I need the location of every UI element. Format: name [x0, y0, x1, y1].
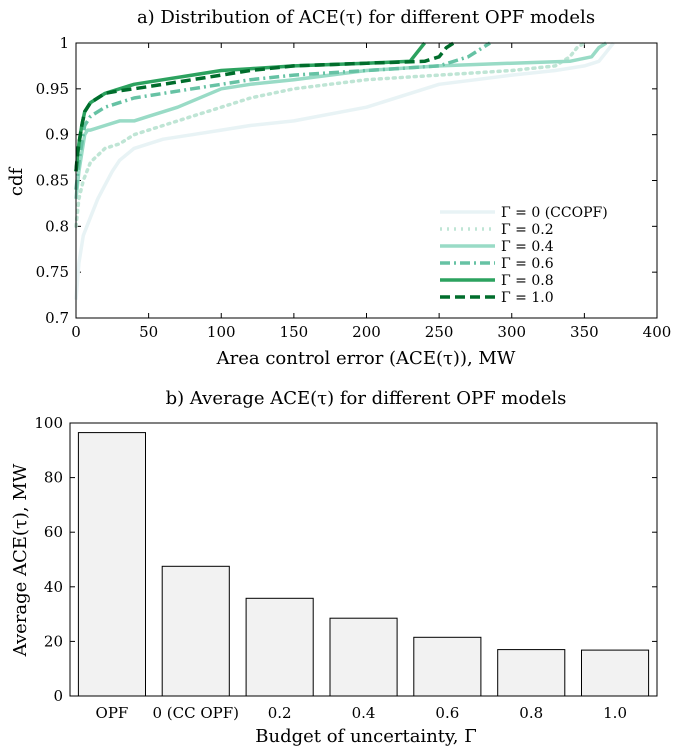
bar-chart-ticks: 0 20 40 60 80 100 OPF 0 (CC OPF) 0.2 0.4 0.6 0.8 1.0 [34, 414, 657, 722]
bar-2 [245, 597, 314, 697]
cdf-x-tick-label: 350 [570, 323, 599, 341]
bar-y-tick-label: 20 [44, 632, 63, 650]
cdf-series-line-0 [74, 41, 615, 300]
cdf-chart-legend: Γ = 0 (CCOPF)Γ = 0.2Γ = 0.4Γ = 0.6Γ = 0.… [440, 205, 608, 306]
cdf-chart-title: a) Distribution of ACE(τ) for different … [137, 7, 595, 28]
cdf-x-tick-label: 300 [497, 323, 526, 341]
bar-3 [329, 617, 398, 697]
cdf-y-tick-label: 0.85 [36, 172, 69, 190]
legend-label-3: Γ = 0.6 [501, 256, 554, 272]
bar-x-tick-label: 0.8 [519, 704, 543, 722]
cdf-series-line-5 [74, 41, 455, 172]
cdf-y-tick-label: 0.75 [36, 263, 69, 281]
bar-y-tick-label: 0 [53, 687, 63, 705]
cdf-chart-ticks: 0 50 100 150 200 250 300 350 400 0.7 0.75 0.8 0.85 0.… [36, 34, 672, 341]
bar-chart-title: b) Average ACE(τ) for different OPF mode… [166, 388, 567, 409]
cdf-chart-frame [75, 42, 658, 319]
bar-4 [413, 636, 482, 697]
cdf-x-tick-label: 50 [139, 323, 158, 341]
cdf-series-line-3 [74, 41, 491, 190]
legend-label-2: Γ = 0.4 [501, 239, 554, 255]
bar-y-tick-label: 40 [44, 578, 63, 596]
cdf-chart: a) Distribution of ACE(τ) for different … [6, 7, 671, 369]
bar-chart-ylabel: Average ACE(τ), MW [10, 463, 31, 657]
legend-label-1: Γ = 0.2 [501, 222, 554, 238]
legend-label-0: Γ = 0 (CCOPF) [501, 205, 608, 221]
bar-x-tick-label: 0.4 [352, 704, 376, 722]
cdf-chart-ylabel: cdf [6, 167, 27, 197]
bar-6 [581, 649, 650, 697]
cdf-x-tick-label: 100 [207, 323, 236, 341]
cdf-x-tick-label: 0 [71, 323, 81, 341]
cdf-x-tick-label: 250 [425, 323, 454, 341]
cdf-series-line-1 [74, 41, 587, 229]
bar-x-tick-label: 0 (CC OPF) [153, 704, 240, 722]
bar-1 [161, 565, 230, 697]
bar-0 [77, 432, 146, 697]
cdf-chart-lines [74, 41, 615, 300]
bar-5 [497, 649, 566, 697]
bar-chart-frame [69, 422, 658, 697]
cdf-x-tick-label: 150 [280, 323, 309, 341]
bar-x-tick-label: 1.0 [603, 704, 627, 722]
cdf-series-line-2 [74, 41, 608, 199]
bar-y-tick-label: 80 [44, 469, 63, 487]
cdf-x-tick-label: 200 [352, 323, 381, 341]
bar-chart: b) Average ACE(τ) for different OPF mode… [10, 388, 658, 747]
cdf-y-tick-label: 0.9 [45, 126, 69, 144]
bar-x-tick-label: OPF [96, 704, 129, 722]
bar-chart-xlabel: Budget of uncertainty, Γ [255, 726, 476, 747]
cdf-chart-xlabel: Area control error (ACE(τ)), MW [216, 348, 516, 369]
legend-label-4: Γ = 0.8 [501, 273, 554, 289]
cdf-x-tick-label: 400 [643, 323, 672, 341]
bar-y-tick-label: 60 [44, 523, 63, 541]
bar-x-tick-label: 0.6 [435, 704, 459, 722]
cdf-y-tick-label: 0.8 [45, 217, 69, 235]
bar-x-tick-label: 0.2 [268, 704, 292, 722]
bar-y-tick-label: 100 [34, 414, 63, 432]
cdf-y-tick-label: 1 [59, 34, 69, 52]
bar-chart-bars [77, 432, 650, 697]
cdf-y-tick-label: 0.7 [45, 309, 69, 327]
legend-label-5: Γ = 1.0 [501, 290, 554, 306]
cdf-y-tick-label: 0.95 [36, 80, 69, 98]
